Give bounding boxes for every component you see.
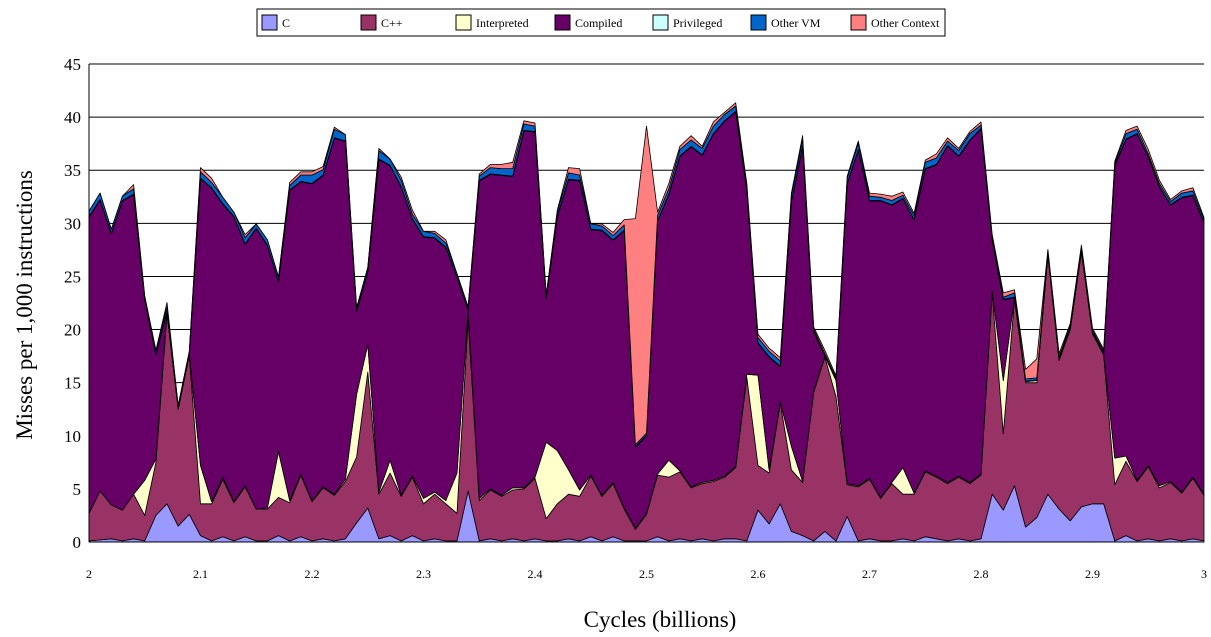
legend-swatch-other-context bbox=[850, 14, 867, 31]
x-tick-label: 2.2 bbox=[305, 567, 320, 581]
legend-label-interpreted: Interpreted bbox=[476, 16, 529, 30]
x-tick-label: 2.5 bbox=[639, 567, 654, 581]
legend: C C++ Interpreted Compiled Privileged Other V… bbox=[256, 8, 946, 37]
area-series-other-context bbox=[88, 102, 1205, 446]
y-tick-label: 20 bbox=[64, 321, 81, 340]
x-tick-labels: 2 2.1 2.2 2.3 2.4 2.5 2.6 2.7 2.8 2.9 3 bbox=[86, 567, 1207, 581]
legend-label-c: C bbox=[282, 16, 290, 30]
legend-label-privileged: Privileged bbox=[673, 16, 722, 30]
y-tick-labels: 0 5 10 15 20 25 30 35 40 45 bbox=[64, 55, 81, 552]
y-axis-title: Misses per 1,000 instructions bbox=[12, 170, 37, 440]
x-tick-label: 2.6 bbox=[751, 567, 766, 581]
x-tick-label: 3 bbox=[1201, 567, 1207, 581]
axes bbox=[88, 64, 1204, 543]
y-tick-label: 30 bbox=[64, 214, 81, 233]
y-tick-label: 15 bbox=[64, 374, 81, 393]
x-tick-label: 2.1 bbox=[193, 567, 208, 581]
y-tick-label: 40 bbox=[64, 108, 81, 127]
legend-swatch-c bbox=[261, 14, 278, 31]
y-tick-label: 35 bbox=[64, 161, 81, 180]
x-tick-label: 2.4 bbox=[528, 567, 543, 581]
y-tick-label: 25 bbox=[64, 267, 81, 286]
x-tick-label: 2.9 bbox=[1085, 567, 1100, 581]
x-tick-label: 2.7 bbox=[862, 567, 877, 581]
series-areas bbox=[88, 102, 1205, 543]
legend-label-other-vm: Other VM bbox=[771, 16, 821, 30]
legend-label-compiled: Compiled bbox=[575, 16, 622, 30]
y-tick-label: 10 bbox=[64, 427, 81, 446]
x-tick-label: 2.3 bbox=[416, 567, 431, 581]
y-tick-label: 5 bbox=[73, 480, 82, 499]
y-tick-label: 0 bbox=[73, 533, 82, 552]
legend-label-other-context: Other Context bbox=[871, 16, 940, 30]
legend-swatch-other-vm bbox=[750, 14, 767, 31]
x-tick-label: 2.8 bbox=[974, 567, 989, 581]
legend-label-c-: C++ bbox=[381, 16, 403, 30]
legend-swatch-c- bbox=[360, 14, 377, 31]
y-tick-label: 45 bbox=[64, 55, 81, 74]
legend-swatch-interpreted bbox=[455, 14, 472, 31]
x-tick-label: 2 bbox=[86, 567, 92, 581]
legend-swatch-privileged bbox=[652, 14, 669, 31]
x-axis-title: Cycles (billions) bbox=[584, 607, 737, 632]
legend-swatch-compiled bbox=[554, 14, 571, 31]
